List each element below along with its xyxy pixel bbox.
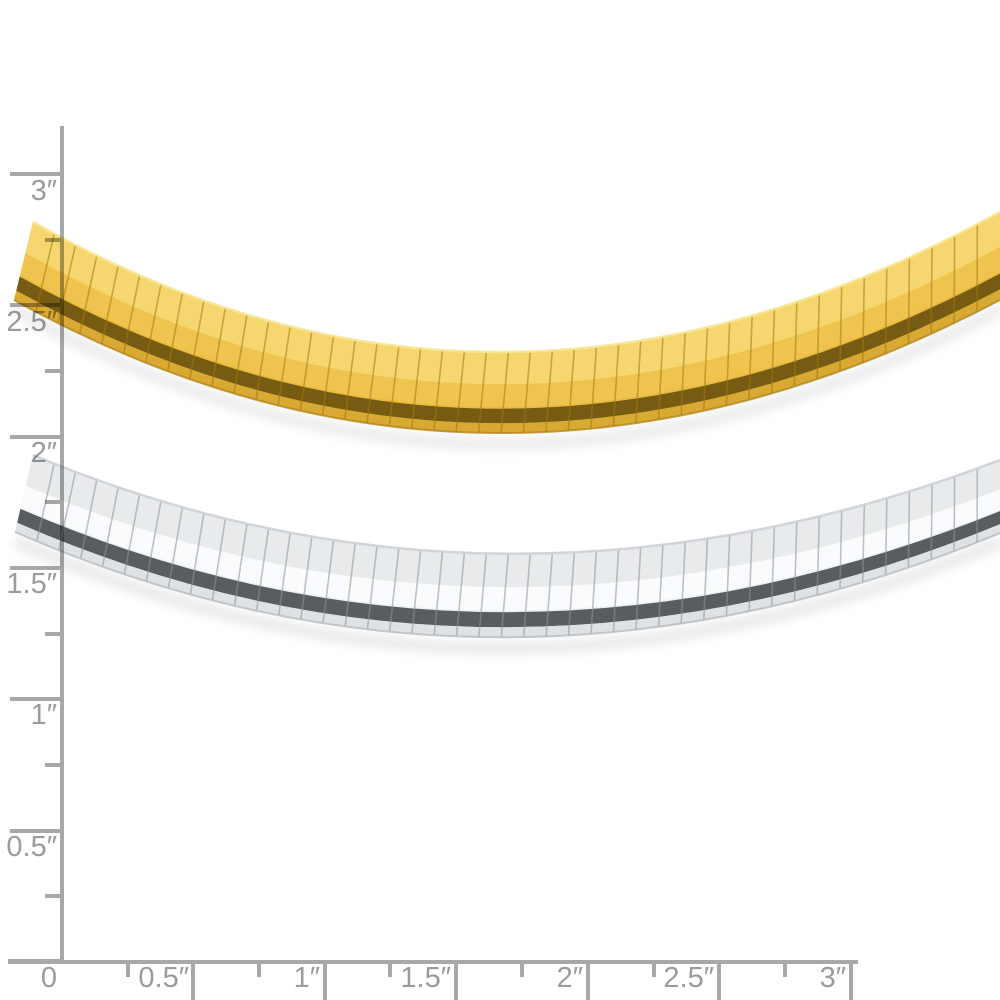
ruler-label-h-3in: 3″ (819, 962, 846, 994)
ruler-tick-minor-vertical (45, 894, 62, 898)
ruler-label-v-1in: 1″ (30, 699, 57, 731)
silver-omega-chain (12, 453, 1000, 655)
ruler-tick-minor-horizontal (257, 960, 261, 977)
ruler-tick-minor-vertical (45, 763, 62, 767)
ruler-horizontal-line (8, 960, 858, 964)
band-top-edge (32, 210, 1000, 354)
ruler-label-v-2.5in: 2.5″ (6, 306, 57, 338)
band-top-edge (32, 453, 1000, 555)
ruler-tick-minor-vertical (45, 238, 62, 242)
ruler-tick-major-vertical (10, 172, 62, 176)
ruler-tick-major-vertical (10, 303, 62, 307)
ruler-tick-major-horizontal (454, 960, 458, 1000)
ruler-tick-major-horizontal (323, 960, 327, 1000)
ruler-tick-minor-horizontal (126, 960, 130, 977)
band-bright (20, 485, 1000, 611)
band-bottom-edge (13, 299, 1000, 434)
ruler-tick-major-vertical (10, 435, 62, 439)
ruler-tick-major-vertical (10, 697, 62, 701)
band-bright (20, 247, 1000, 407)
ruler-label-v-1.5in: 1.5″ (6, 568, 57, 600)
ruler-tick-major-vertical (10, 829, 62, 833)
ruler-label-h-2in: 2″ (556, 962, 583, 994)
ruler-tick-minor-vertical (45, 632, 62, 636)
ruler-tick-minor-vertical (45, 369, 62, 373)
ruler-vertical-line (60, 126, 64, 963)
ruler-tick-minor-horizontal (388, 960, 392, 977)
ruler-tick-minor-horizontal (652, 960, 656, 977)
chain-link-seams (35, 224, 979, 434)
ruler-label-h-1in: 1″ (293, 962, 320, 994)
ruler-tick-major-horizontal (849, 960, 853, 1000)
ruler-label-v-3in: 3″ (30, 175, 57, 207)
ruler-tick-minor-horizontal (783, 960, 787, 977)
ruler-label-h-2.5in: 2.5″ (663, 962, 714, 994)
ruler-label-h-0.5in: 0.5″ (138, 962, 189, 994)
ruler-label-v-2in: 2″ (30, 437, 57, 469)
band-highlight (25, 455, 1000, 588)
ruler-tick-major-horizontal (586, 960, 590, 1000)
ruler-tick-major-vertical (8, 959, 62, 964)
band-rim (14, 289, 1000, 433)
band-underside (17, 508, 1000, 628)
band-rim (15, 522, 1000, 638)
chain-cast-shadow (12, 535, 1000, 655)
chain-link-seams (36, 463, 979, 638)
ruler-tick-major-horizontal (717, 960, 721, 1000)
chain-cast-shadow (11, 303, 1000, 450)
ruler-tick-major-horizontal (191, 960, 195, 1000)
band-bottom-edge (14, 531, 1000, 639)
ruler-label-h-1.5in: 1.5″ (400, 962, 451, 994)
ruler-tick-minor-vertical (45, 500, 62, 504)
ruler-label-v-0.5in: 0.5″ (6, 831, 57, 863)
ruler-tick-major-vertical (10, 566, 62, 570)
ruler-label-h-0in: 0 (40, 962, 57, 994)
band-highlight (25, 212, 1000, 385)
band-underside (16, 273, 1000, 424)
ruler-tick-minor-horizontal (520, 960, 524, 977)
gold-omega-chain (11, 210, 1000, 450)
